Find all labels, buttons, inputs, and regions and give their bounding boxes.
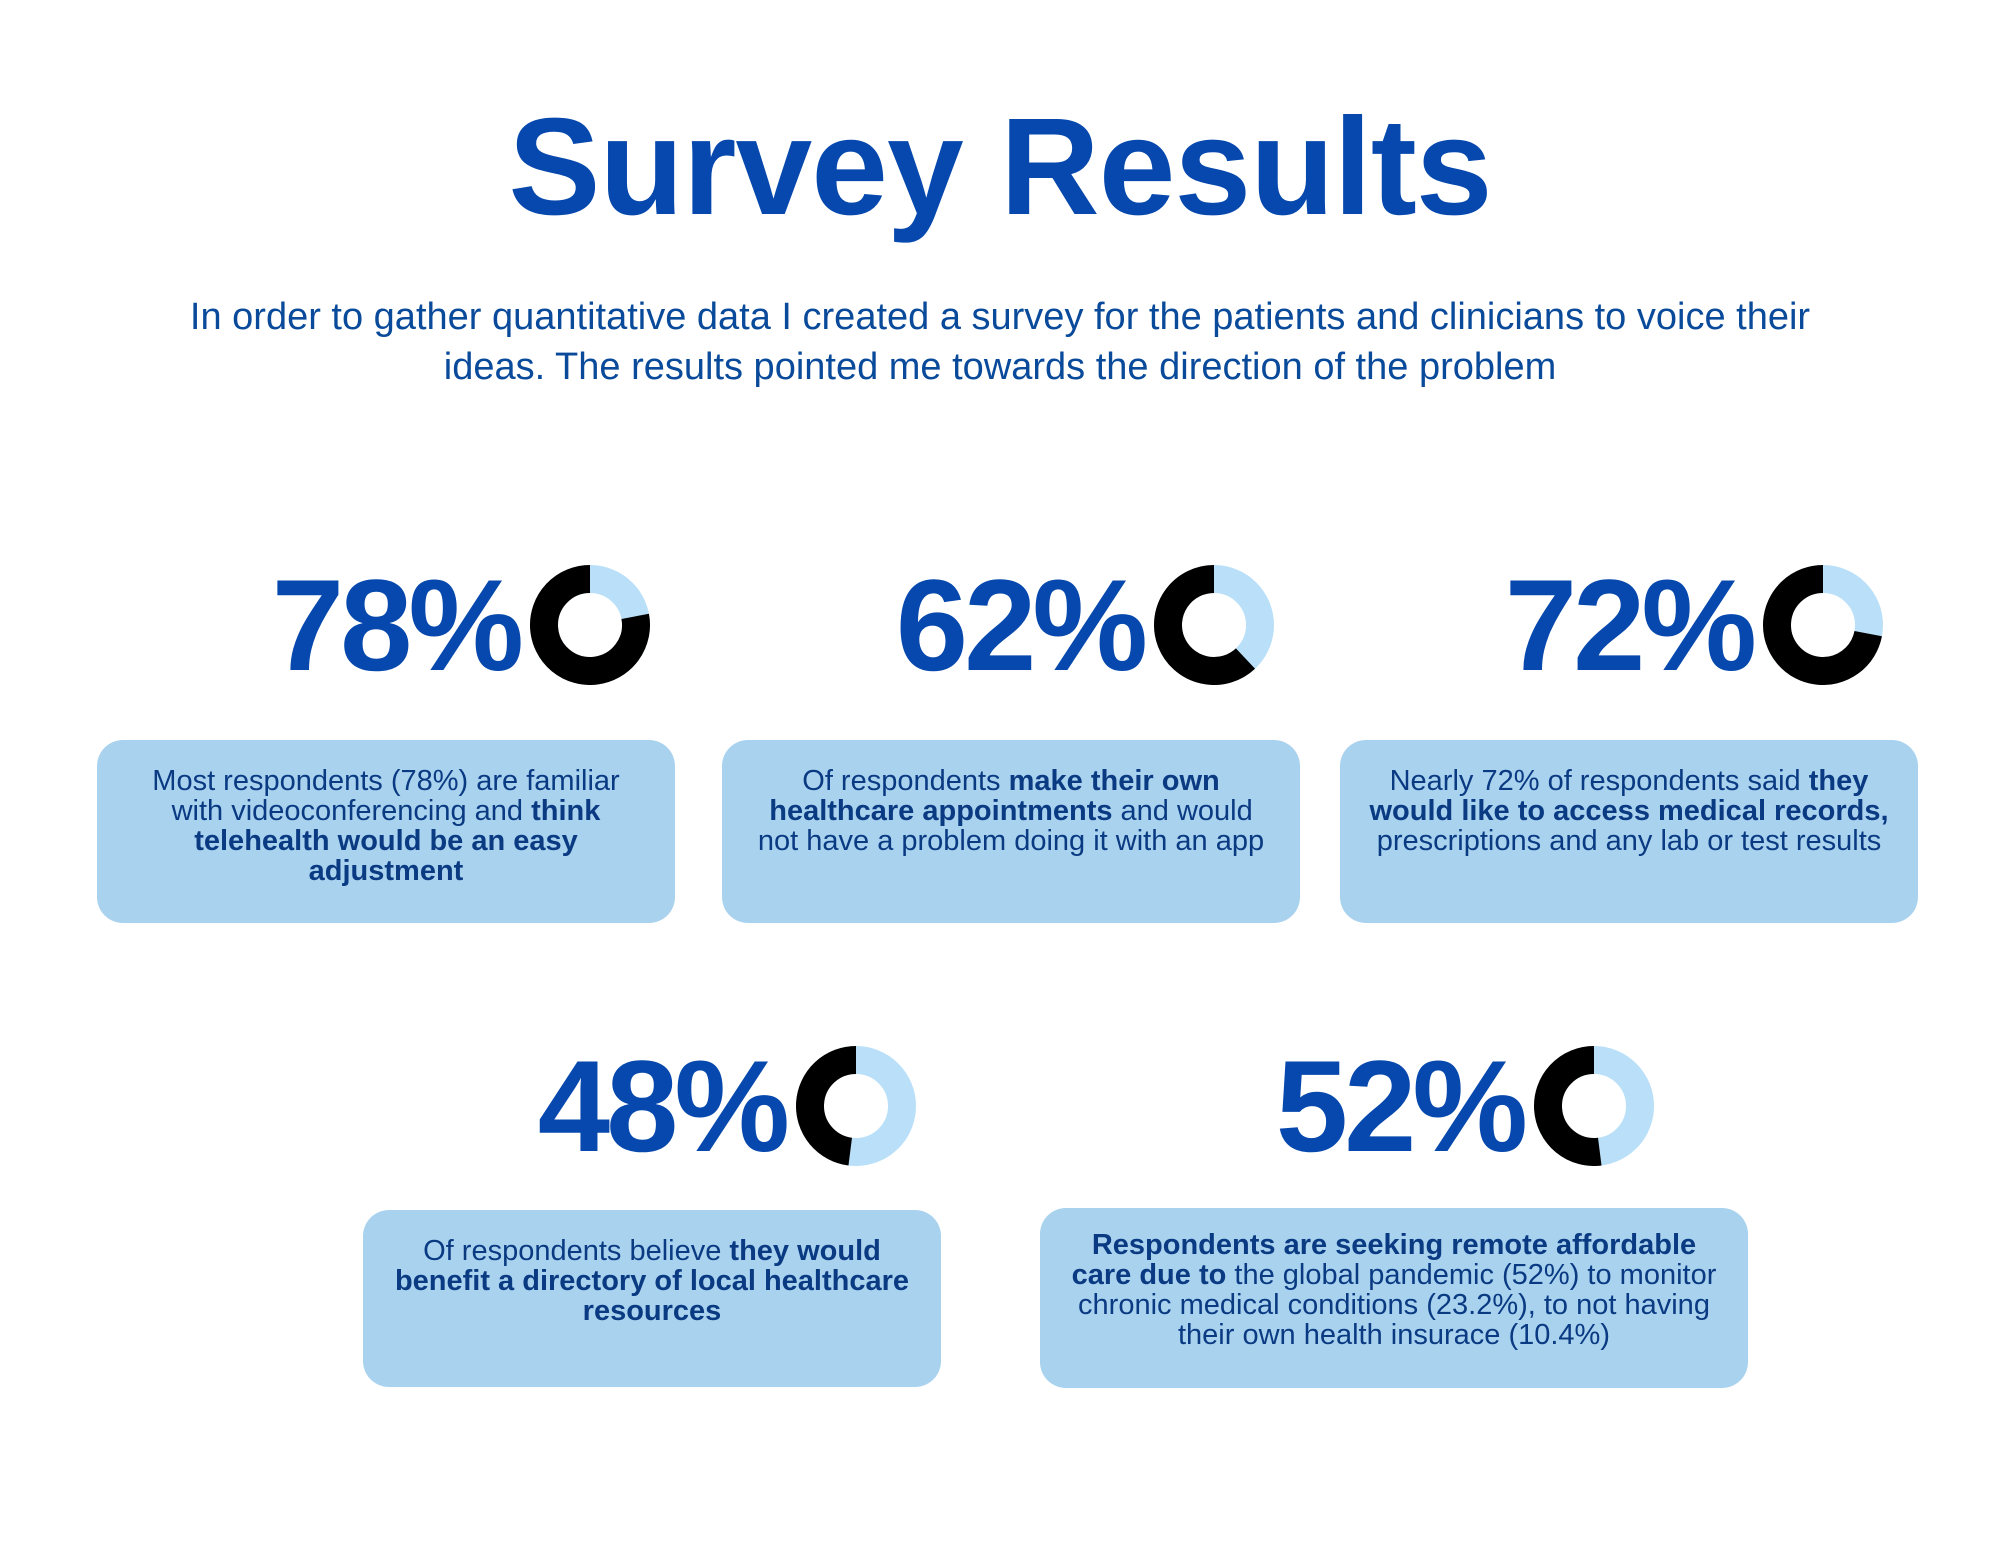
card-text: Most respondents (78%) are familiar with… bbox=[152, 765, 620, 827]
stat-card: Most respondents (78%) are familiar with… bbox=[97, 740, 675, 923]
stat-percentage: 62% bbox=[895, 552, 1148, 698]
donut-filled-arc bbox=[1534, 1046, 1602, 1166]
card-text: Nearly 72% of respondents said bbox=[1389, 765, 1809, 797]
card-text: and would not have a problem doing it wi… bbox=[757, 795, 1265, 857]
donut-chart bbox=[1534, 1046, 1654, 1166]
donut-filled-arc bbox=[1763, 565, 1882, 685]
card-text-emphasis: they would benefit a directory of local … bbox=[394, 1235, 910, 1327]
stat-52: 52% bbox=[1104, 1041, 1664, 1171]
stat-percentage: 72% bbox=[1504, 552, 1757, 698]
stat-card: Of respondents believe they would benefi… bbox=[363, 1210, 941, 1387]
card-text: the global pandemic (52%) to monitor chr… bbox=[1078, 1259, 1717, 1351]
stat-card: Respondents are seeking remote affordabl… bbox=[1040, 1208, 1748, 1388]
donut-filled-arc bbox=[1154, 565, 1256, 685]
donut-chart bbox=[1154, 565, 1274, 685]
card-text: prescriptions and any lab or test result… bbox=[1376, 825, 1882, 857]
stat-card: Nearly 72% of respondents said they woul… bbox=[1340, 740, 1918, 923]
card-text: Of respondents believe bbox=[423, 1235, 730, 1267]
donut-filled-arc bbox=[530, 565, 650, 685]
card-text-emphasis: think telehealth would be an easy adjust… bbox=[194, 795, 601, 887]
donut-chart bbox=[1763, 565, 1883, 685]
stat-62: 62% bbox=[724, 560, 1284, 690]
stat-72: 72% bbox=[1333, 560, 1893, 690]
card-text-emphasis: they would like to access medical record… bbox=[1369, 765, 1889, 827]
donut-filled-arc bbox=[796, 1046, 857, 1166]
card-text: Of respondents bbox=[802, 765, 1009, 797]
card-text-emphasis: Respondents are seeking remote affordabl… bbox=[1071, 1229, 1697, 1291]
page-subtitle: In order to gather quantitative data I c… bbox=[189, 296, 1811, 388]
stat-percentage: 52% bbox=[1275, 1033, 1528, 1179]
stat-percentage: 48% bbox=[537, 1033, 790, 1179]
stat-78: 78% bbox=[100, 560, 660, 690]
stat-48: 48% bbox=[366, 1041, 926, 1171]
donut-chart bbox=[530, 565, 650, 685]
card-text-emphasis: make their own healthcare appointments bbox=[769, 765, 1220, 827]
donut-chart bbox=[796, 1046, 916, 1166]
stat-percentage: 78% bbox=[271, 552, 524, 698]
stat-card: Of respondents make their own healthcare… bbox=[722, 740, 1300, 923]
page-title: Survey Results bbox=[508, 90, 1492, 244]
